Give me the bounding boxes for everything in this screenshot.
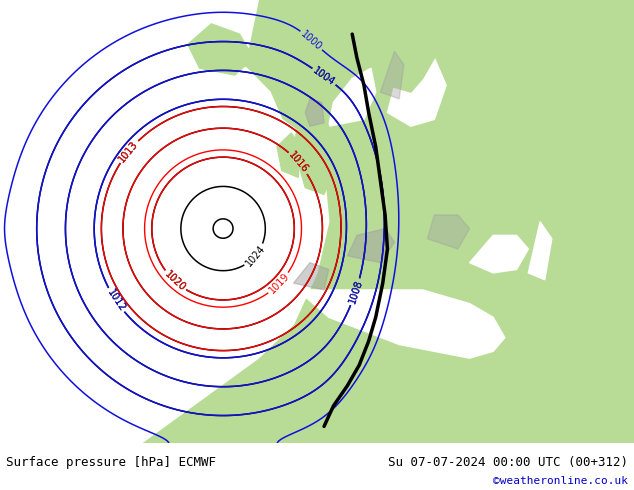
Text: 1012: 1012 [105,287,127,313]
Polygon shape [387,51,446,126]
Text: 1004: 1004 [311,65,337,88]
Polygon shape [528,221,552,280]
Text: 1000: 1000 [299,28,324,52]
Polygon shape [427,215,470,249]
Polygon shape [277,133,301,177]
Text: 1016: 1016 [287,150,310,175]
Text: Su 07-07-2024 00:00 UTC (00+312): Su 07-07-2024 00:00 UTC (00+312) [387,457,628,469]
Text: 1013: 1013 [117,139,140,164]
Polygon shape [0,0,329,443]
Polygon shape [188,24,254,75]
Text: 1019: 1019 [267,271,291,296]
Text: 1008: 1008 [347,279,364,305]
Text: 1020: 1020 [162,269,187,293]
Polygon shape [470,235,528,273]
Polygon shape [347,228,394,263]
Text: 1024: 1024 [243,243,267,269]
Text: 1020: 1020 [162,269,187,293]
Text: 1012: 1012 [105,287,127,313]
Polygon shape [0,0,258,205]
Polygon shape [294,263,329,290]
Polygon shape [329,68,376,126]
Text: Surface pressure [hPa] ECMWF: Surface pressure [hPa] ECMWF [6,457,216,469]
Text: 1004: 1004 [311,65,337,88]
Text: 1016: 1016 [287,150,310,175]
Text: ©weatheronline.co.uk: ©weatheronline.co.uk [493,476,628,486]
Polygon shape [0,0,634,443]
Polygon shape [305,99,324,126]
Polygon shape [305,290,505,358]
Polygon shape [380,51,404,99]
Polygon shape [387,17,446,92]
Polygon shape [294,102,333,195]
Text: 1013: 1013 [117,139,140,164]
Text: 1008: 1008 [347,279,364,305]
